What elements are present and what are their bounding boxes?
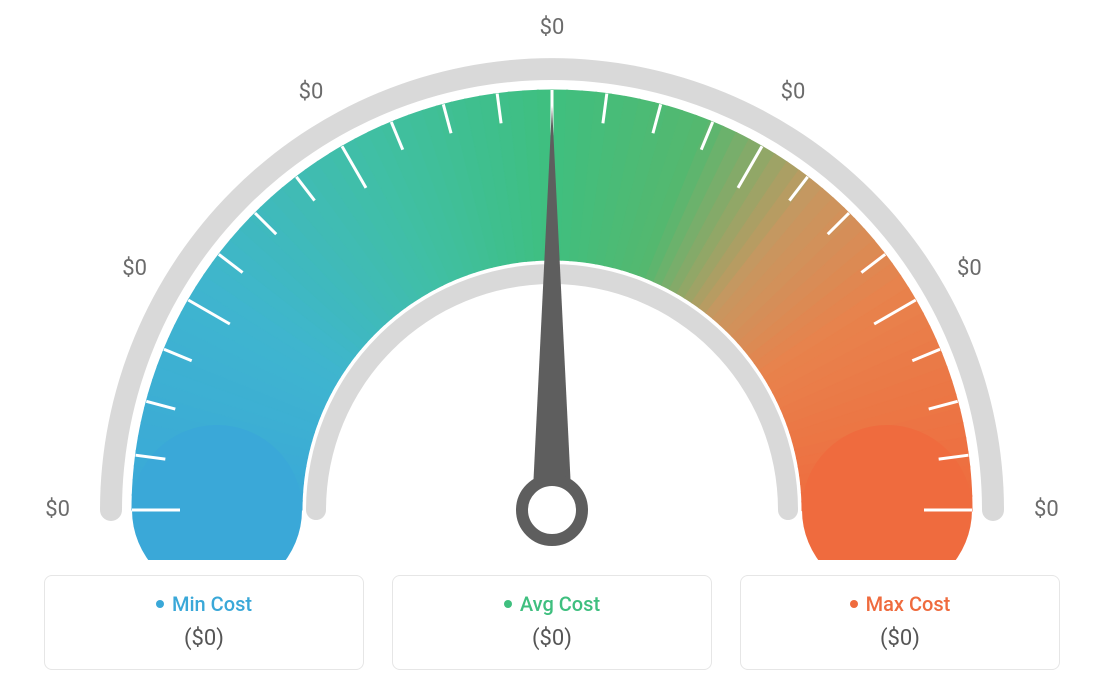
legend-card-avg: Avg Cost ($0) bbox=[392, 575, 712, 670]
gauge-tick-label: $0 bbox=[781, 80, 806, 105]
gauge-tick-label: $0 bbox=[122, 256, 147, 281]
legend-card-min: Min Cost ($0) bbox=[44, 575, 364, 670]
legend-dot-max bbox=[850, 600, 858, 608]
legend-dot-min bbox=[156, 600, 164, 608]
gauge-svg: $0 $0 $0 $0 $0 $0 $0 bbox=[0, 0, 1104, 560]
legend-min-top: Min Cost bbox=[65, 592, 343, 616]
legend-label-min: Min Cost bbox=[172, 592, 252, 616]
legend-value-avg: ($0) bbox=[413, 626, 691, 651]
cost-gauge-chart: $0 $0 $0 $0 $0 $0 $0 Min Cost ($0) Avg Cost ($… bbox=[0, 0, 1104, 690]
gauge-tick-label: $0 bbox=[45, 497, 70, 522]
legend-row: Min Cost ($0) Avg Cost ($0) Max Cost ($0… bbox=[40, 575, 1064, 670]
legend-value-min: ($0) bbox=[65, 626, 343, 651]
gauge-tick-label: $0 bbox=[1034, 497, 1059, 522]
legend-max-top: Max Cost bbox=[761, 592, 1039, 616]
gauge-tick-label: $0 bbox=[540, 15, 565, 40]
legend-value-max: ($0) bbox=[761, 626, 1039, 651]
legend-avg-top: Avg Cost bbox=[413, 592, 691, 616]
gauge-tick-label: $0 bbox=[957, 256, 982, 281]
gauge-area: $0 $0 $0 $0 $0 $0 $0 bbox=[0, 0, 1104, 560]
legend-card-max: Max Cost ($0) bbox=[740, 575, 1060, 670]
legend-label-avg: Avg Cost bbox=[520, 592, 600, 616]
legend-label-max: Max Cost bbox=[866, 592, 951, 616]
gauge-tick-label: $0 bbox=[299, 80, 324, 105]
gauge-needle-hub bbox=[522, 480, 582, 540]
legend-dot-avg bbox=[504, 600, 512, 608]
